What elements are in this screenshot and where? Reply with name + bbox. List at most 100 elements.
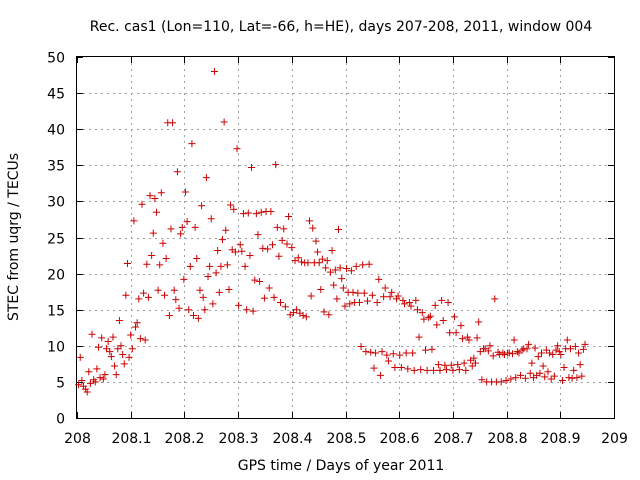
data-point <box>99 375 107 383</box>
axis-ticks: 208 208.1 208.2 208.3 208.4 208.5 208.6 208.7 20… <box>47 51 628 448</box>
data-point <box>359 261 367 269</box>
data-point <box>167 225 175 233</box>
data-point <box>560 363 568 371</box>
data-point <box>544 368 552 376</box>
data-point <box>528 359 536 367</box>
data-point <box>169 119 177 127</box>
data-point <box>512 374 520 382</box>
data-point <box>281 303 289 311</box>
data-point <box>307 292 315 300</box>
data-point <box>383 351 391 359</box>
data-point <box>210 67 218 75</box>
data-point <box>426 312 434 320</box>
data-point <box>373 298 381 306</box>
data-point <box>88 330 96 338</box>
data-point <box>122 291 130 299</box>
data-point <box>256 278 264 286</box>
data-point <box>420 315 428 323</box>
data-point <box>354 289 362 297</box>
data-point <box>83 388 91 396</box>
data-point <box>172 296 180 304</box>
data-point <box>257 208 265 216</box>
data-point <box>280 225 288 233</box>
data-point <box>328 246 336 254</box>
data-point <box>552 346 560 354</box>
data-point <box>144 293 152 301</box>
data-point <box>289 309 297 317</box>
data-point <box>212 269 220 277</box>
chart-title: Rec. cas1 (Lon=110, Lat=-66, h=HE), days… <box>90 19 593 35</box>
data-point <box>254 231 262 239</box>
data-point <box>161 291 169 299</box>
data-point <box>404 365 412 373</box>
data-point <box>138 200 146 208</box>
data-point <box>283 240 291 248</box>
data-point <box>243 306 251 314</box>
y-tick-label: 35 <box>47 159 65 175</box>
data-point <box>459 335 467 343</box>
data-point <box>476 348 484 356</box>
data-point <box>288 244 296 252</box>
data-point <box>365 260 373 268</box>
data-point <box>159 239 167 247</box>
data-point <box>357 343 365 351</box>
data-point <box>505 349 513 357</box>
data-point <box>190 311 198 319</box>
data-point <box>575 349 583 357</box>
data-point <box>571 343 579 351</box>
data-point <box>465 336 473 344</box>
data-point <box>449 366 457 374</box>
data-point <box>376 371 384 379</box>
data-point <box>209 300 217 308</box>
data-point <box>428 345 436 353</box>
data-point <box>267 208 275 216</box>
data-point <box>75 381 83 389</box>
data-point <box>202 174 210 182</box>
data-point <box>507 375 515 383</box>
data-point <box>322 264 330 272</box>
data-point <box>107 353 115 361</box>
data-point <box>430 366 438 374</box>
plot-frame <box>76 56 615 419</box>
data-point <box>302 313 310 321</box>
y-axis-label: STEC from uqrg / TECUs <box>6 153 22 321</box>
data-point <box>370 364 378 372</box>
x-tick-label: 208.8 <box>487 431 527 447</box>
data-point <box>91 378 99 386</box>
data-point <box>381 284 389 292</box>
data-point <box>217 262 225 270</box>
data-point <box>567 345 575 353</box>
data-point <box>433 321 441 329</box>
data-point <box>278 236 286 244</box>
data-point <box>244 209 252 217</box>
data-point <box>285 213 293 221</box>
data-point <box>352 262 360 270</box>
data-point <box>235 301 243 309</box>
data-point <box>415 333 423 341</box>
data-point <box>455 366 463 374</box>
data-point <box>175 304 183 312</box>
data-point <box>241 262 249 270</box>
data-point <box>233 145 241 153</box>
x-tick-label: 208.2 <box>164 431 204 447</box>
data-point <box>104 337 112 345</box>
data-point <box>462 366 470 374</box>
data-point <box>558 376 566 384</box>
data-point <box>550 372 558 380</box>
data-point <box>111 362 119 370</box>
data-point <box>120 360 128 368</box>
data-point <box>86 379 94 387</box>
data-point <box>339 284 347 292</box>
data-point <box>207 215 215 223</box>
data-point <box>565 374 573 382</box>
x-tick-label: 208.6 <box>379 431 419 447</box>
x-tick-label: 208.5 <box>326 431 366 447</box>
data-point <box>76 353 84 361</box>
y-tick-label: 45 <box>47 87 65 103</box>
data-point <box>115 317 123 325</box>
data-point <box>491 295 499 303</box>
data-point <box>127 331 135 339</box>
data-point <box>320 308 328 316</box>
data-point <box>193 254 201 262</box>
